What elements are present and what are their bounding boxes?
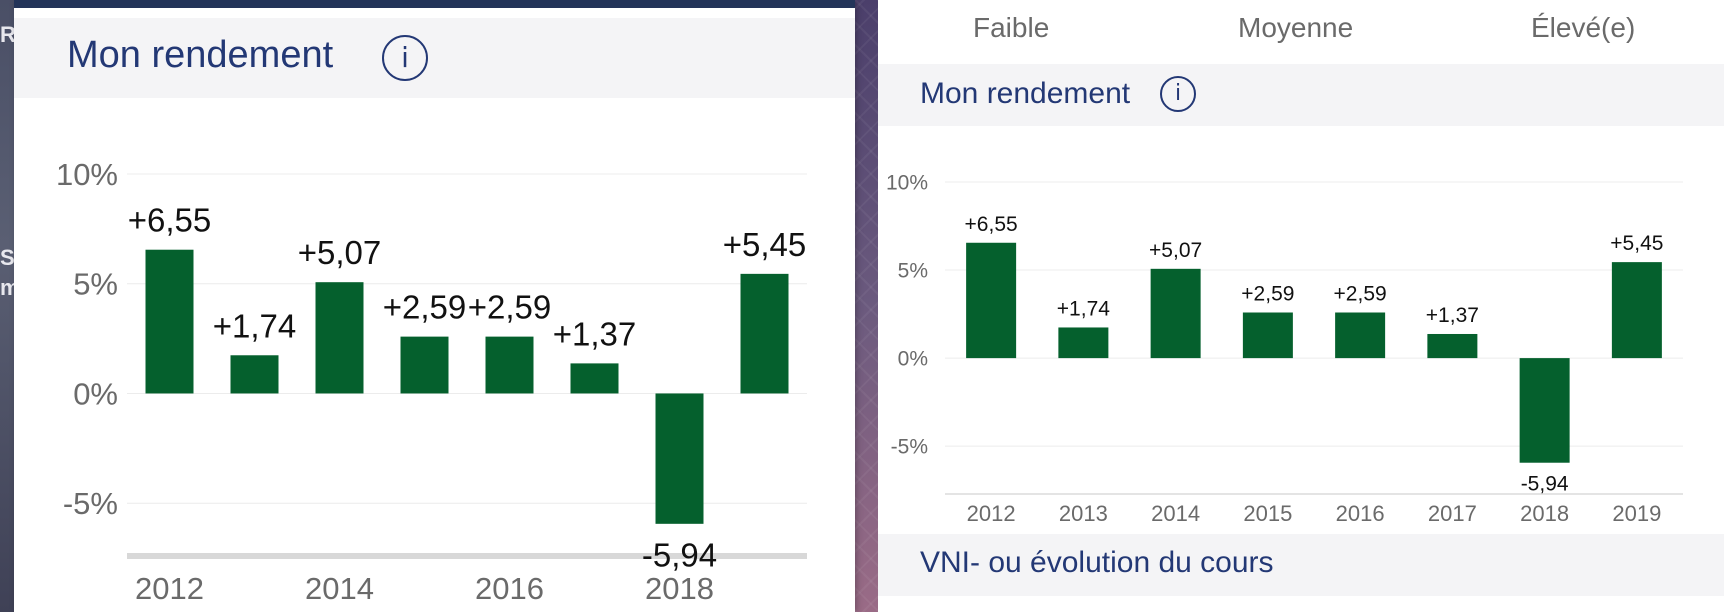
risk-label-medium: Moyenne	[1238, 12, 1354, 43]
edge-text-fragment: R	[0, 22, 16, 47]
bar	[1150, 268, 1201, 359]
bar	[570, 363, 619, 394]
data-label: +5,07	[1149, 239, 1202, 262]
top-bar	[14, 0, 855, 8]
bar	[1335, 312, 1386, 359]
bar	[1611, 262, 1662, 359]
data-label: +6,55	[965, 213, 1018, 236]
y-tick-label: 0%	[898, 347, 928, 370]
section-header: Mon rendement i	[878, 64, 1724, 126]
bar	[1242, 312, 1293, 359]
bar	[315, 282, 364, 394]
data-label: +2,59	[1334, 282, 1387, 305]
data-label: +2,59	[383, 289, 467, 326]
risk-scale: Faible Moyenne Élevé(e)	[878, 0, 1724, 62]
section-header: Mon rendement i	[14, 18, 855, 98]
x-tick-label: 2018	[645, 571, 714, 606]
data-label: -5,94	[642, 537, 717, 574]
bar	[655, 393, 704, 524]
data-label: +1,37	[1426, 304, 1479, 327]
x-tick-label: 2016	[475, 571, 544, 606]
data-label: +6,55	[128, 202, 212, 239]
x-tick-label: 2012	[135, 571, 204, 606]
bar	[230, 355, 279, 394]
next-section-title: VNI- ou évolution du cours	[920, 546, 1274, 579]
x-tick-label: 2013	[1059, 501, 1108, 526]
data-label: +5,45	[723, 226, 807, 263]
y-tick-label: -5%	[63, 486, 118, 521]
background-left-edge: R S m	[0, 0, 20, 612]
bar	[1519, 358, 1570, 463]
x-tick-label: 2019	[1612, 501, 1661, 526]
right-performance-card: Faible Moyenne Élevé(e) Mon rendement i …	[878, 0, 1724, 612]
x-tick-label: 2016	[1336, 501, 1385, 526]
x-tick-label: 2014	[305, 571, 374, 606]
x-tick-label: 2015	[1243, 501, 1292, 526]
y-tick-label: 5%	[898, 259, 928, 282]
y-tick-label: 5%	[73, 267, 118, 302]
bar	[966, 242, 1017, 359]
risk-label-high: Élevé(e)	[1531, 12, 1636, 43]
edge-text-fragment: S	[0, 245, 15, 270]
bar	[1058, 327, 1109, 359]
next-section-header[interactable]: VNI- ou évolution du cours	[878, 534, 1724, 596]
data-label: +5,45	[1610, 232, 1663, 255]
bar	[1427, 333, 1478, 359]
data-label: +2,59	[1241, 282, 1294, 305]
x-tick-label: 2018	[1520, 501, 1569, 526]
data-label: +5,07	[298, 234, 382, 271]
returns-bar-chart: 10%5%0%-5%+6,55+1,74+5,07+2,59 +2,59+1,37…	[56, 157, 807, 606]
section-title: Mon rendement	[67, 34, 334, 76]
bar	[400, 336, 449, 394]
y-tick-label: 10%	[56, 157, 118, 192]
info-icon[interactable]: i	[382, 35, 428, 81]
returns-bar-chart: 10% 5% 0% -5% +6,55 +1,74 +5,07 +2,59 +2,59 +1,37…	[886, 171, 1683, 526]
bar	[740, 273, 789, 394]
data-label: -5,94	[1521, 472, 1569, 495]
x-tick-label: 2012	[967, 501, 1016, 526]
x-tick-label: 2014	[1151, 501, 1200, 526]
risk-label-low: Faible	[973, 12, 1050, 43]
y-tick-label: 0%	[73, 376, 118, 411]
data-label: +2,59	[468, 289, 552, 326]
info-icon[interactable]: i	[1160, 76, 1196, 112]
x-tick-label: 2017	[1428, 501, 1477, 526]
data-label: +1,37	[553, 315, 637, 352]
left-performance-card: Mon rendement i 10% 5% 0% -5% +6,55 +1,74 +5,0…	[14, 0, 855, 612]
section-title: Mon rendement	[920, 77, 1131, 110]
bar	[145, 249, 194, 394]
data-label: +1,74	[1057, 297, 1110, 320]
y-tick-label: 10%	[886, 171, 928, 194]
y-tick-label: -5%	[891, 436, 928, 459]
bar	[485, 336, 534, 394]
data-label: +1,74	[213, 307, 297, 344]
